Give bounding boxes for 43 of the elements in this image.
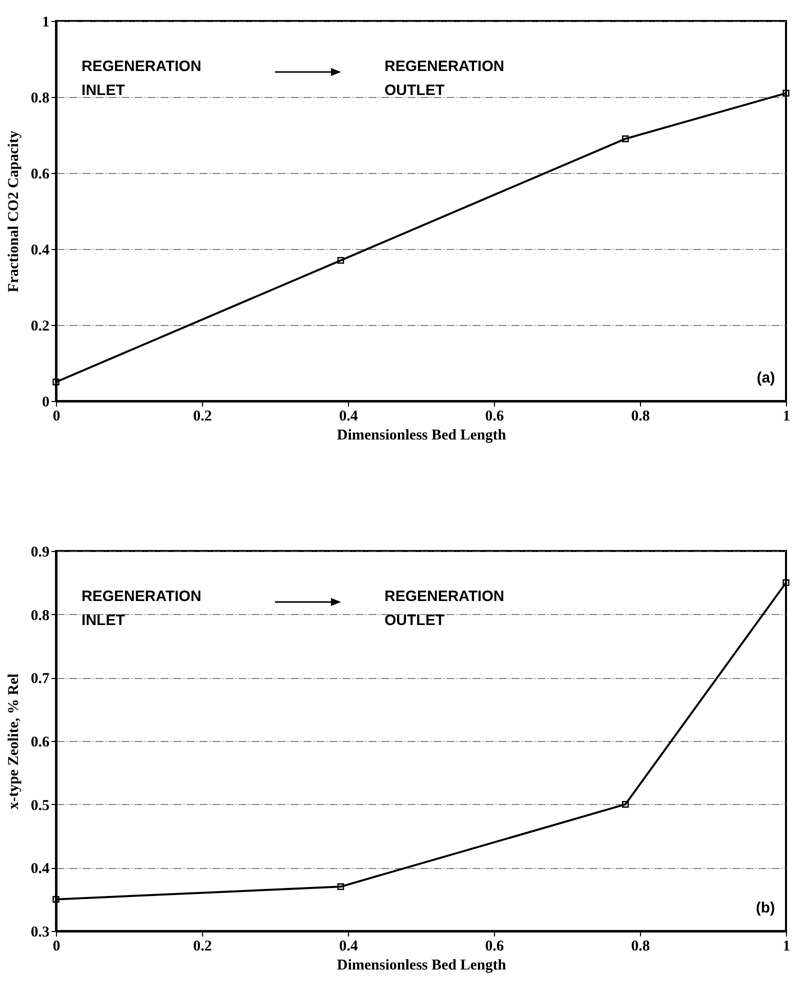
x-tick-label: 0.8 bbox=[631, 938, 650, 954]
y-tick-label: 0.8 bbox=[30, 90, 50, 106]
annotation: REGENERATION INLET bbox=[82, 588, 202, 629]
x-tick-label: 0.2 bbox=[193, 408, 212, 424]
x-tick-label: 0.4 bbox=[339, 938, 358, 954]
x-tick-label: 1 bbox=[782, 938, 790, 954]
x-tick-label: 1 bbox=[782, 408, 790, 424]
y-tick-label: 0.9 bbox=[30, 544, 50, 560]
x-tick-label: 0.6 bbox=[485, 938, 504, 954]
point bbox=[337, 257, 344, 264]
y-tick-label: 0.3 bbox=[30, 924, 50, 940]
y-tick-label: 0.6 bbox=[30, 734, 50, 750]
x-axis-title: Dimensionless Bed Length bbox=[336, 428, 507, 444]
y-axis-title: x-type Zeolite, % Rel bbox=[6, 674, 22, 810]
y-tick-label: 0.6 bbox=[30, 166, 50, 182]
point bbox=[782, 579, 790, 586]
point bbox=[52, 896, 60, 903]
x-tick-label: 0 bbox=[52, 938, 60, 954]
point bbox=[622, 800, 629, 808]
point bbox=[52, 378, 60, 386]
y-tick-label: 0.4 bbox=[30, 242, 50, 258]
y-tick-label: 1 bbox=[42, 14, 50, 30]
point bbox=[782, 90, 790, 97]
annotation: (a) bbox=[756, 370, 776, 387]
y-tick-label: 0.7 bbox=[30, 671, 50, 688]
annotation: REGENERATION OUTLET bbox=[384, 58, 504, 99]
y-tick-label: 0.8 bbox=[30, 608, 50, 624]
x-tick-label: 0.6 bbox=[485, 408, 504, 424]
x-tick-label: 0.8 bbox=[631, 408, 650, 424]
y-tick-label: 0.5 bbox=[30, 798, 50, 814]
x-tick-label: 0 bbox=[52, 408, 60, 424]
x-axis-title: Dimensionless Bed Length bbox=[336, 958, 507, 974]
y-tick-label: 0.2 bbox=[30, 318, 50, 334]
point bbox=[337, 883, 344, 890]
x-tick-label: 0.4 bbox=[339, 408, 358, 424]
point bbox=[622, 135, 629, 142]
y-tick-label: 0 bbox=[42, 394, 50, 410]
y-axis-title: Fractional CO2 Capacity bbox=[6, 130, 22, 292]
annotation: (b) bbox=[756, 900, 776, 917]
annotation: REGENERATION OUTLET bbox=[384, 588, 504, 629]
x-tick-label: 0.2 bbox=[193, 938, 212, 954]
annotation: REGENERATION INLET bbox=[82, 58, 202, 99]
y-tick-label: 0.4 bbox=[30, 861, 50, 878]
